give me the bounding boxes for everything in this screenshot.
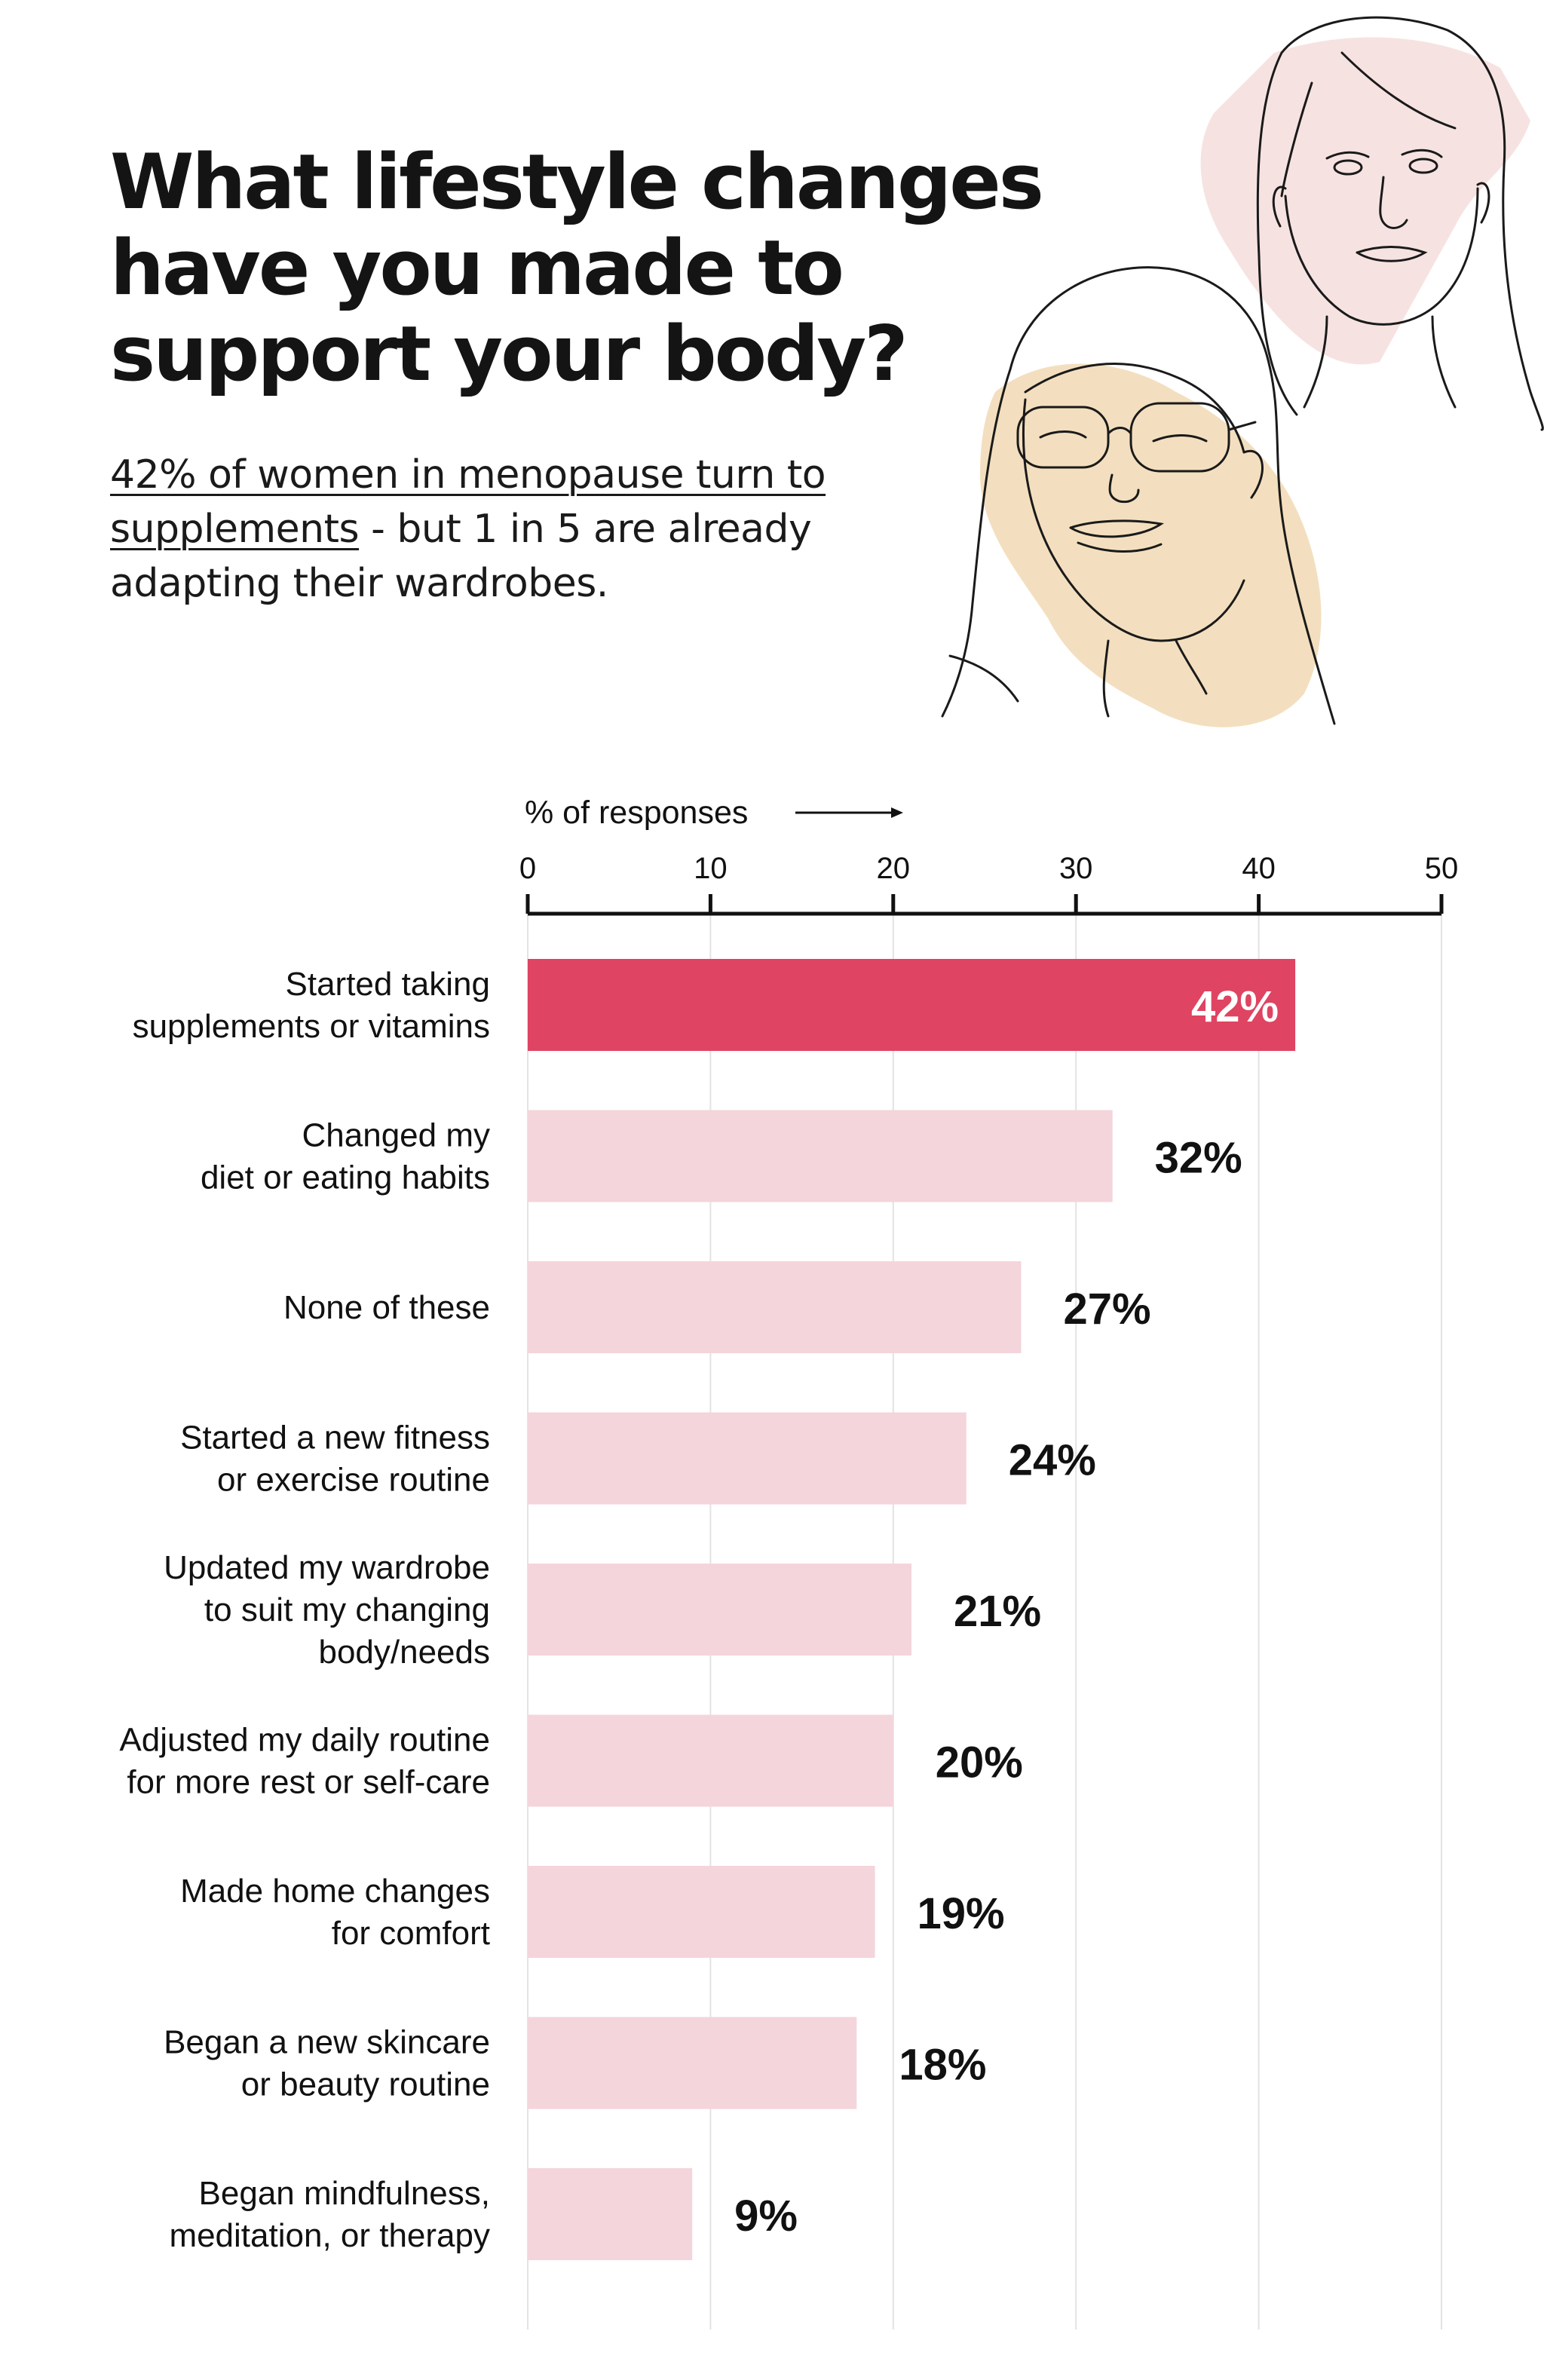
tan-wash-shape <box>980 363 1322 727</box>
category-label-line: or exercise routine <box>217 1462 490 1499</box>
bar <box>528 1412 967 1505</box>
bar-value-label: 32% <box>1155 1134 1242 1183</box>
category-label: Began a new skincare or beauty routine <box>164 2024 490 2103</box>
page-title: What lifestyle changes have you made to … <box>110 137 1044 398</box>
category-label: Updated my wardrobe to suit my changing bo… <box>164 1549 490 1671</box>
category-label-line: Began a new skincare <box>164 2024 490 2061</box>
x-tick-label: 50 <box>1425 852 1459 885</box>
category-label-line: Made home changes <box>180 1873 490 1910</box>
category-label-line: Changed my <box>302 1117 490 1154</box>
bar <box>528 1866 875 1958</box>
bar <box>528 1714 893 1807</box>
bar <box>528 959 1296 1051</box>
x-axis-arrow-head <box>891 807 903 818</box>
category-label: Began mindfulness, meditation, or therapy <box>169 2175 490 2254</box>
pink-wash-shape <box>1200 37 1530 365</box>
category-label-line: or beauty routine <box>241 2066 490 2103</box>
x-axis-label: % of responses <box>525 795 748 831</box>
category-label-line: Started a new fitness <box>180 1420 490 1456</box>
x-tick-label: 30 <box>1059 852 1093 885</box>
category-label-line: Updated my wardrobe <box>164 1549 490 1586</box>
category-label: Started a new fitness or exercise routine <box>180 1420 490 1499</box>
subtitle-rest: - but 1 in 5 are already adapting their … <box>110 507 812 606</box>
category-label-line: None of these <box>283 1289 490 1326</box>
x-tick-label: 10 <box>694 852 728 885</box>
category-label-line: Began mindfulness, <box>199 2175 490 2212</box>
woman-right-drawing <box>1256 16 1544 431</box>
category-label: Adjusted my daily routine for more rest o… <box>119 1722 490 1801</box>
page-subtitle: 42% of women in menopause turn to supple… <box>110 448 879 611</box>
woman-left-drawing <box>941 266 1336 725</box>
bar-value-label: 18% <box>899 2041 986 2090</box>
category-label-line: Adjusted my daily routine <box>119 1722 490 1759</box>
category-label: Changed my diet or eating habits <box>201 1117 490 1196</box>
bar-value-label: 20% <box>936 1738 1023 1787</box>
bar <box>528 2017 857 2109</box>
category-label-line: supplements or vitamins <box>133 1008 490 1045</box>
category-label-line: for comfort <box>332 1915 490 1952</box>
category-label: None of these <box>283 1289 490 1326</box>
women-portrait-illustration <box>941 16 1544 727</box>
x-tick-label: 40 <box>1242 852 1276 885</box>
x-tick-label: 20 <box>877 852 911 885</box>
category-label: Started taking supplements or vitamins <box>133 966 490 1045</box>
category-label-line: diet or eating habits <box>201 1159 490 1196</box>
bar <box>528 1261 1022 1353</box>
bar-value-label: 24% <box>1009 1436 1096 1485</box>
category-label-line: body/needs <box>318 1634 490 1671</box>
category-label-line: meditation, or therapy <box>169 2217 490 2254</box>
category-label: Made home changes for comfort <box>180 1873 490 1952</box>
category-label-line: for more rest or self-care <box>127 1764 490 1801</box>
bar-chart: % of responses 0 10 20 30 40 50 42% Started taki… <box>119 795 1459 2329</box>
bar-value-label: 21% <box>954 1587 1041 1636</box>
subtitle-link[interactable]: 42% of women in menopause turn to supple… <box>110 452 826 552</box>
bar <box>528 1110 1113 1202</box>
category-label-line: Started taking <box>286 966 491 1003</box>
bar <box>528 2168 693 2260</box>
bar-value-label: 42% <box>1191 982 1279 1031</box>
category-label-line: to suit my changing <box>204 1591 490 1628</box>
bar-value-label: 9% <box>734 2192 798 2241</box>
bar-value-label: 19% <box>918 1889 1005 1938</box>
x-tick-label: 0 <box>519 852 536 885</box>
bar-value-label: 27% <box>1063 1285 1150 1334</box>
bar <box>528 1564 912 1656</box>
